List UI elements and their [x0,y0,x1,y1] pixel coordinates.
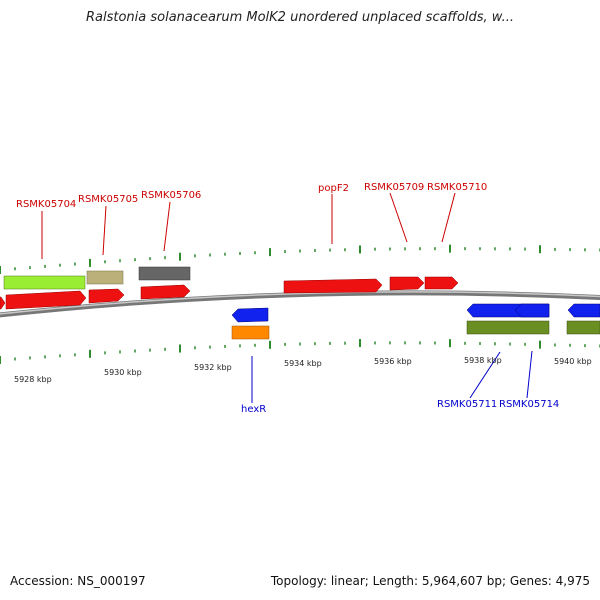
genome-summary: Topology: linear; Length: 5,964,607 bp; … [270,574,590,588]
gene-arrow-reverse[interactable] [514,303,550,318]
genome-backbone [0,290,600,318]
gene-arrow-reverse[interactable] [567,303,600,318]
axis-label: 5934 kbp [284,359,322,368]
label-rsmk05705[interactable]: RSMK05705 [78,194,138,205]
label-rsmk05706[interactable]: RSMK05706 [141,190,201,201]
axis-labels: 5928 kbp 5930 kbp 5932 kbp 5934 kbp 5936… [14,356,592,384]
gene-arrow-forward[interactable] [389,276,425,291]
leader-rsmk05706 [163,201,171,252]
label-rsmk05714[interactable]: RSMK05714 [499,399,559,410]
axis-label: 5928 kbp [14,375,52,384]
axis-label: 5940 kbp [554,357,592,366]
label-hexr[interactable]: hexR [241,404,266,415]
gene-arrow-forward[interactable] [140,284,191,300]
label-rsmk05710[interactable]: RSMK05710 [427,182,487,193]
gene-block-tan[interactable] [86,270,124,285]
gene-arrow-reverse[interactable] [231,307,269,323]
gene-block-olive[interactable] [466,320,550,335]
gene-arrow-forward[interactable] [424,276,459,290]
leader-rsmk05710 [441,192,456,243]
gene-block-gray[interactable] [138,266,191,281]
gene-block-lime[interactable] [3,275,86,290]
label-rsmk05711[interactable]: RSMK05711 [437,399,497,410]
map-title: Ralstonia solanacearum MolK2 unordered u… [85,10,514,25]
gene-block-olive[interactable] [566,320,600,335]
label-rsmk05704[interactable]: RSMK05704 [16,199,76,210]
gene-labels: RSMK05704 RSMK05705 RSMK05706 popF2 RSMK… [16,182,559,415]
label-rsmk05709[interactable]: RSMK05709 [364,182,424,193]
lower-tick-track [0,339,600,364]
gene-arrow-forward[interactable] [0,296,6,310]
genome-backbone-highlight [0,291,600,315]
gene-arrow-forward[interactable] [283,278,383,294]
leader-rsmk05705 [102,205,107,256]
axis-label: 5930 kbp [104,368,142,377]
axis-label: 5938 kbp [464,356,502,365]
leader-rsmk05714 [526,350,533,399]
gene-arrow-forward[interactable] [5,290,87,310]
accession-text: Accession: NS_000197 [10,574,146,588]
label-popf2[interactable]: popF2 [318,183,349,194]
gene-block-orange[interactable] [231,325,270,340]
axis-label: 5936 kbp [374,357,412,366]
upper-tick-track [0,244,600,274]
gene-features [0,266,600,340]
axis-label: 5932 kbp [194,363,232,372]
gene-arrow-forward[interactable] [88,288,125,304]
leader-rsmk05709 [389,192,408,243]
leader-rsmk05711 [469,351,501,399]
label-leaders [41,192,533,403]
